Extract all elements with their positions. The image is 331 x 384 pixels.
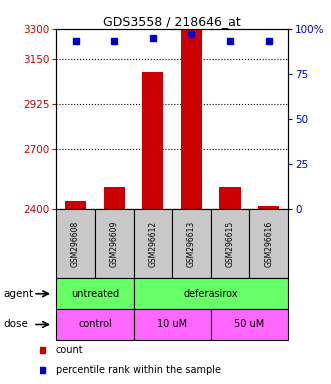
Bar: [56, 209, 95, 278]
Bar: [56, 309, 133, 340]
Bar: [211, 209, 249, 278]
Bar: [142, 72, 164, 209]
Text: GSM296609: GSM296609: [110, 221, 119, 267]
Text: deferasirox: deferasirox: [183, 289, 238, 299]
Bar: [258, 206, 279, 209]
Text: control: control: [78, 319, 112, 329]
Text: untreated: untreated: [71, 289, 119, 299]
Bar: [56, 278, 133, 309]
Bar: [95, 209, 133, 278]
Bar: [133, 209, 172, 278]
Bar: [249, 209, 288, 278]
Text: GSM296615: GSM296615: [225, 221, 235, 267]
Bar: [104, 187, 125, 209]
Text: count: count: [56, 345, 83, 355]
Text: dose: dose: [3, 319, 28, 329]
Bar: [133, 309, 211, 340]
Bar: [133, 278, 288, 309]
Bar: [219, 187, 241, 209]
Text: agent: agent: [3, 289, 33, 299]
Text: percentile rank within the sample: percentile rank within the sample: [56, 365, 221, 375]
Title: GDS3558 / 218646_at: GDS3558 / 218646_at: [103, 15, 241, 28]
Text: GSM296616: GSM296616: [264, 221, 273, 267]
Text: GSM296612: GSM296612: [148, 221, 157, 267]
Text: GSM296613: GSM296613: [187, 221, 196, 267]
Bar: [211, 309, 288, 340]
Text: GSM296608: GSM296608: [71, 221, 80, 267]
Bar: [172, 209, 211, 278]
Text: 10 uM: 10 uM: [157, 319, 187, 329]
Bar: [65, 201, 86, 209]
Text: 50 uM: 50 uM: [234, 319, 264, 329]
Bar: [181, 30, 202, 209]
